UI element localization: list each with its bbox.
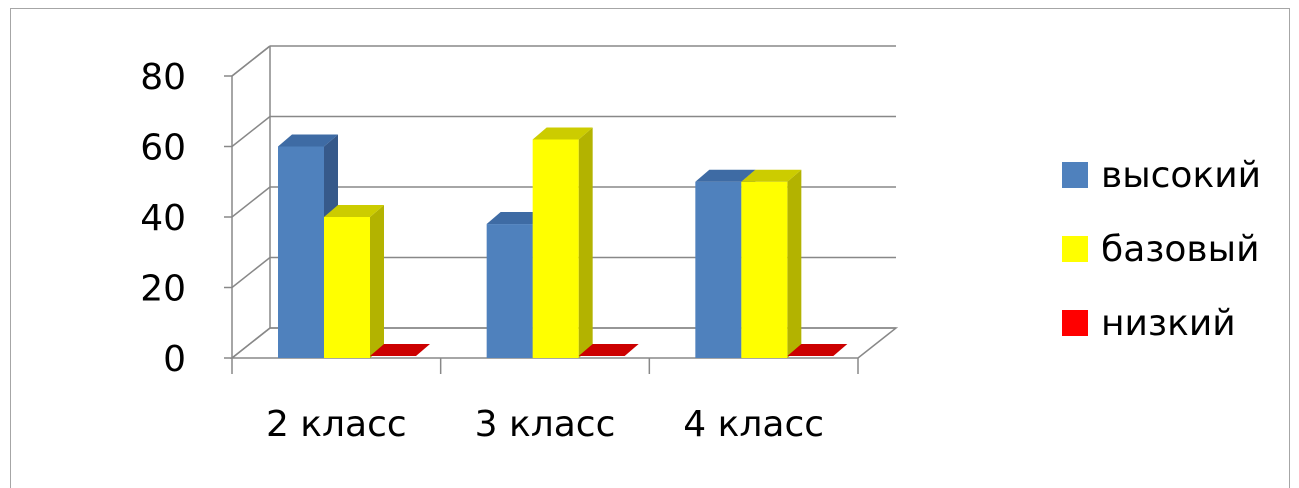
y-tick-label: 40: [140, 198, 186, 239]
bar-side: [787, 169, 802, 358]
bar-front: [532, 139, 579, 358]
bar-front: [695, 181, 742, 358]
bar-front: [324, 217, 370, 358]
bar: [324, 205, 384, 358]
y-tick-label: 0: [163, 339, 186, 380]
bar: [578, 344, 639, 356]
legend-label: низкий: [1101, 303, 1236, 344]
bar-side: [578, 127, 593, 358]
x-tick-label: 4 класс: [683, 404, 824, 445]
gridline-side: [231, 186, 271, 218]
legend: высокий базовый низкий: [1062, 155, 1261, 344]
bar-top: [578, 344, 639, 356]
legend-item: базовый: [1062, 229, 1259, 270]
bar-front: [486, 224, 533, 358]
bar: [787, 344, 848, 356]
x-tick-label: 3 класс: [475, 404, 616, 445]
legend-label: высокий: [1101, 155, 1261, 196]
gridline-side: [231, 45, 271, 77]
legend-label: базовый: [1101, 229, 1259, 270]
bar: [532, 127, 593, 358]
bar-chart: 0 20 40 60 80 2 класс 3 класс 4 класс высокий б…: [140, 45, 1261, 445]
gridline-side: [231, 256, 271, 289]
x-tick-label: 2 класс: [266, 404, 407, 445]
bar-top: [695, 169, 756, 182]
legend-swatch: [1062, 236, 1088, 262]
y-tick-label: 20: [140, 269, 186, 310]
bar: [741, 169, 802, 358]
gridline-side: [231, 115, 271, 148]
chart-frame: [10, 8, 1290, 488]
bars: [278, 127, 848, 358]
bar-top: [278, 134, 338, 147]
bar-top: [741, 169, 802, 182]
y-tick-label: 60: [140, 128, 186, 169]
legend-swatch: [1062, 162, 1088, 188]
bar-side: [370, 205, 384, 358]
bar: [370, 344, 430, 356]
legend-item: низкий: [1062, 303, 1236, 344]
bar-top: [532, 127, 593, 140]
y-axis-tick-labels: 0 20 40 60 80: [140, 57, 186, 380]
bar-front: [741, 181, 788, 358]
legend-swatch: [1062, 310, 1088, 336]
legend-item: высокий: [1062, 155, 1261, 196]
bar-top: [370, 344, 430, 356]
bar-top: [324, 205, 384, 217]
y-tick-label: 80: [140, 57, 186, 98]
x-axis-tick-labels: 2 класс 3 класс 4 класс: [266, 404, 824, 445]
bar-front: [278, 146, 324, 358]
gridline-side: [231, 327, 271, 359]
bar-top: [787, 344, 848, 356]
bar-top: [486, 212, 547, 225]
